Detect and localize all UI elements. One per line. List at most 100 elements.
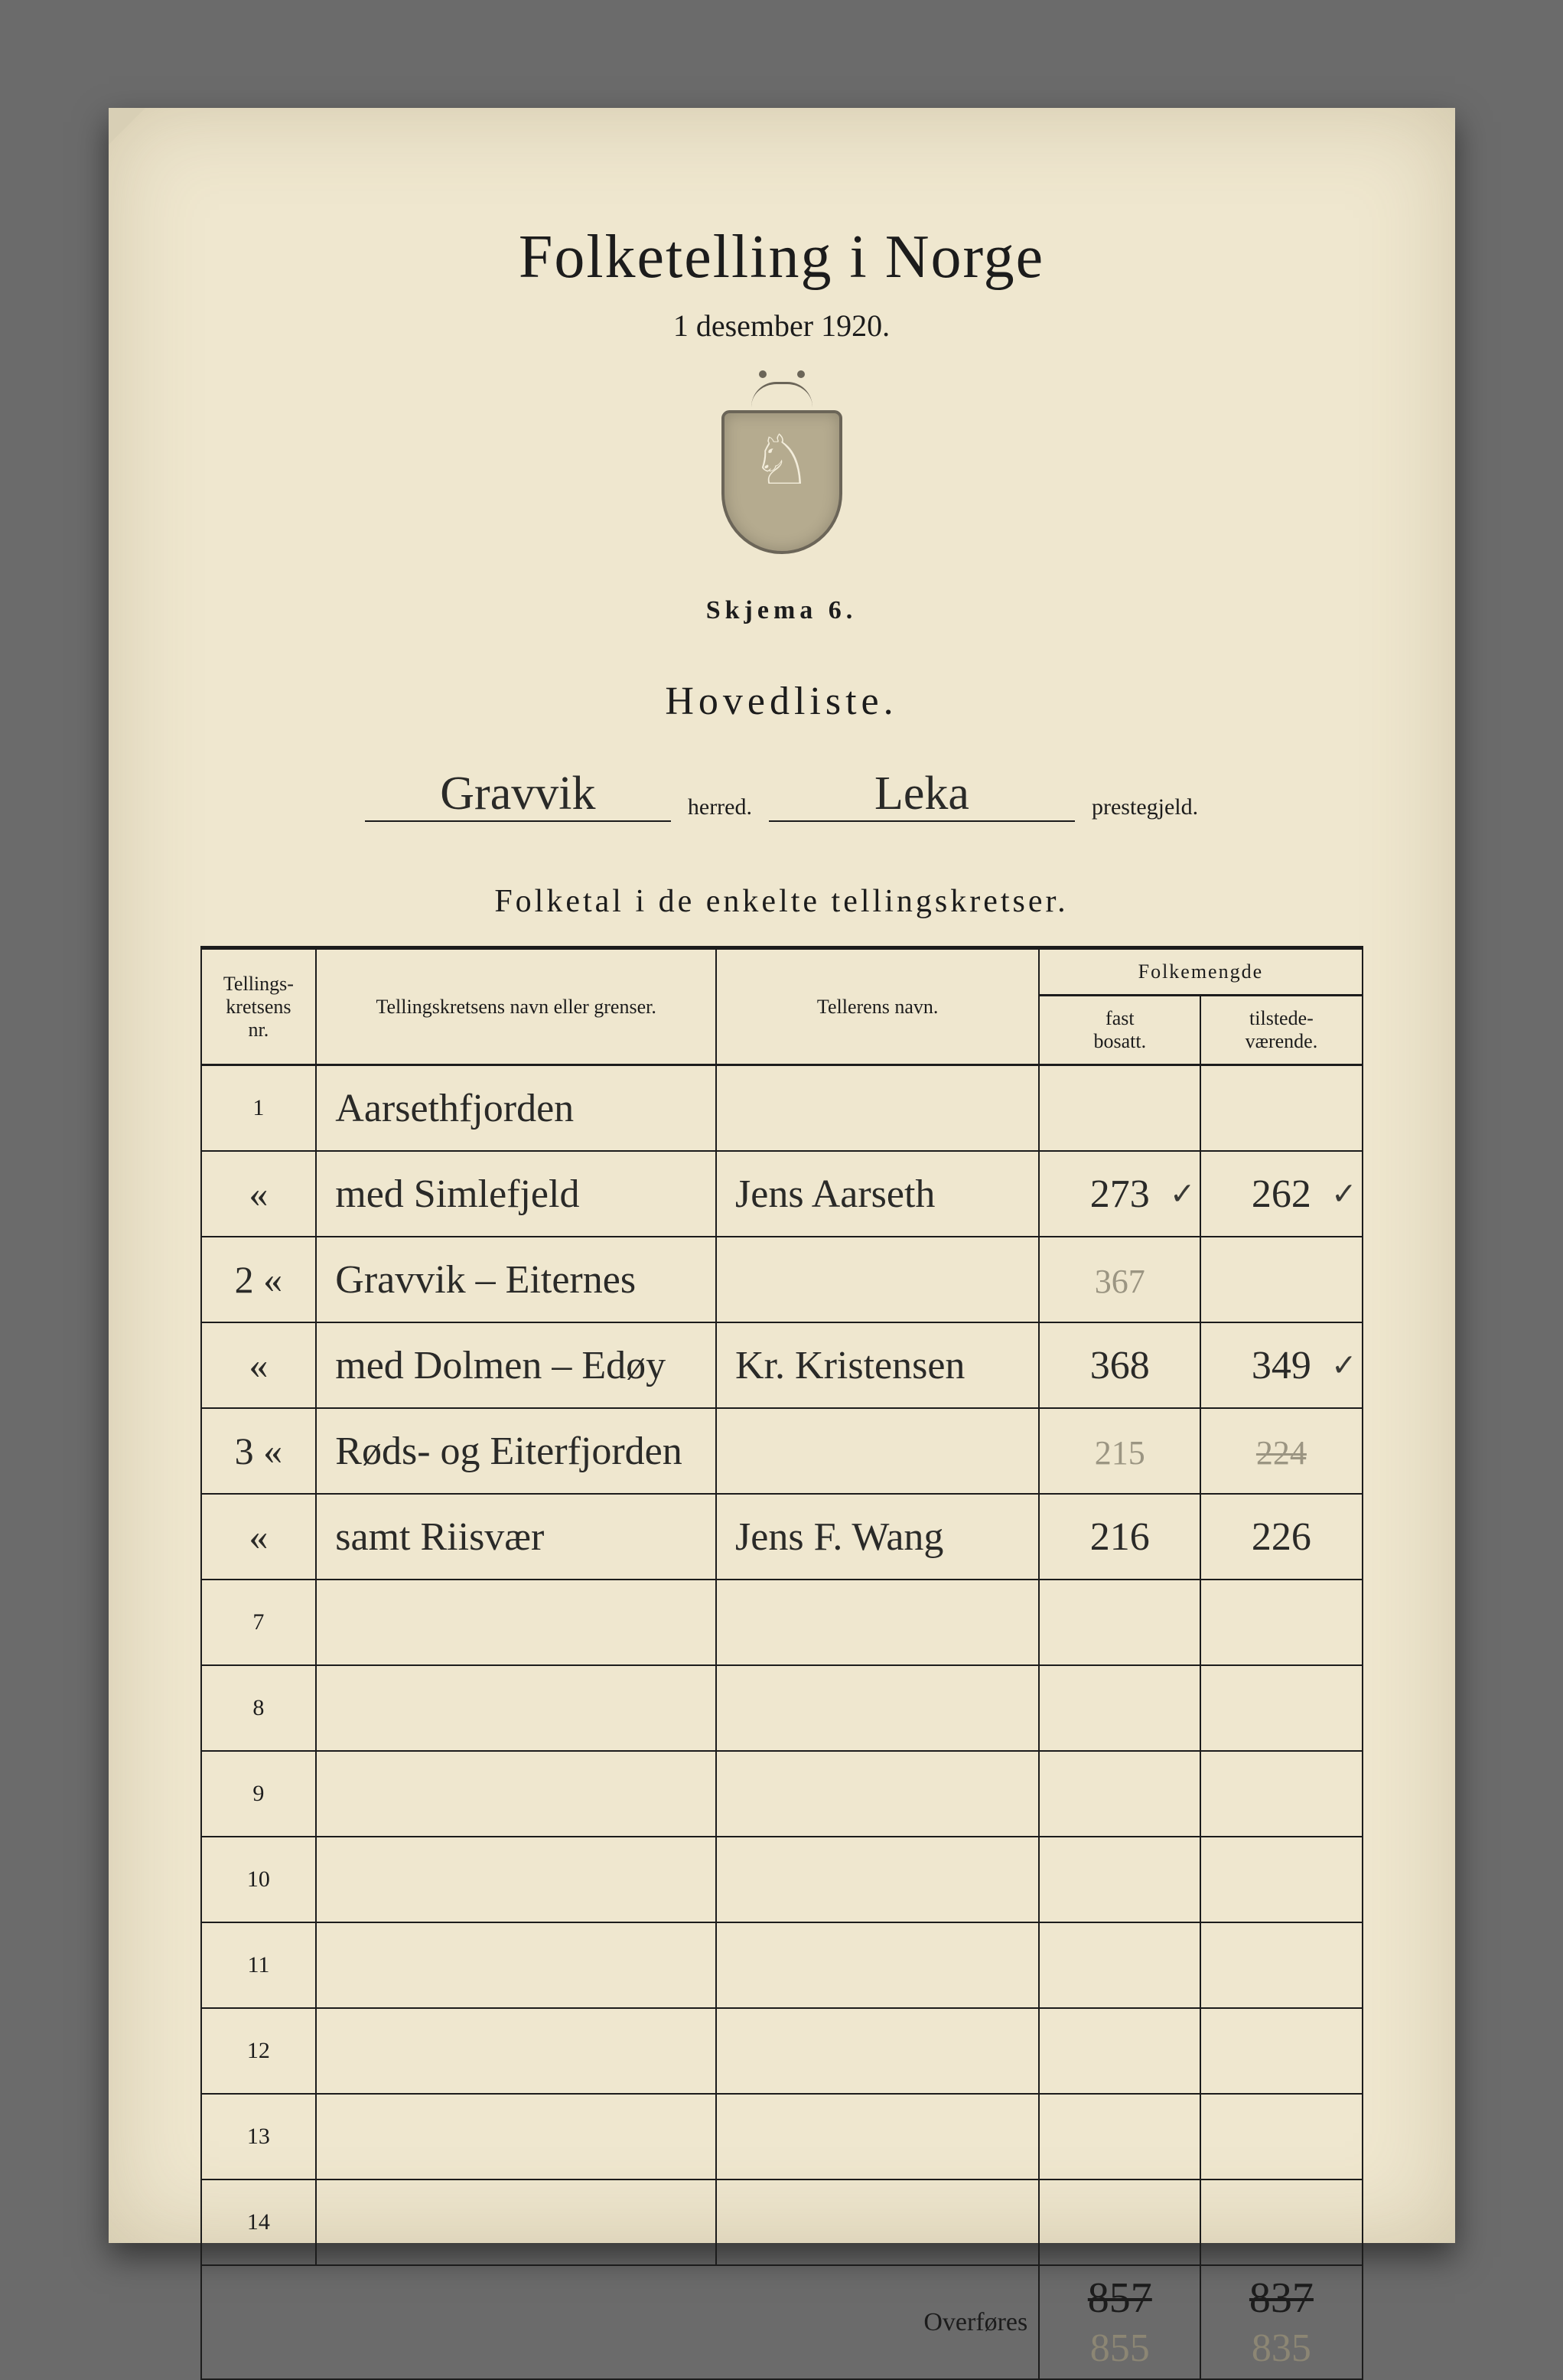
cell-krets-name: Aarsethfjorden bbox=[316, 1065, 716, 1152]
cell-tilstedevaerende bbox=[1200, 2008, 1362, 2094]
cell-tilstedevaerende bbox=[1200, 2094, 1362, 2179]
cell-nr: 8 bbox=[201, 1665, 317, 1751]
col-header-name: Tellingskretsens navn eller grenser. bbox=[316, 948, 716, 1065]
cell-teller-name bbox=[716, 1580, 1039, 1665]
prestegjeld-value: Leka bbox=[769, 770, 1075, 822]
cell-krets-name: samt Riisvær bbox=[316, 1494, 716, 1580]
col-header-nr: Tellings- kretsens nr. bbox=[201, 948, 317, 1065]
table-row: «med Dolmen – EdøyKr. Kristensen368349 bbox=[201, 1322, 1363, 1408]
viewport-background: Folketelling i Norge 1 desember 1920. ♘ … bbox=[0, 0, 1563, 2351]
col-header-fast: fast bosatt. bbox=[1039, 996, 1200, 1065]
table-body: 1Aarsethfjorden«med SimlefjeldJens Aarse… bbox=[201, 1065, 1363, 2266]
main-title: Folketelling i Norge bbox=[200, 223, 1363, 292]
lion-icon: ♘ bbox=[743, 427, 821, 528]
cell-fast-bosatt: 273 bbox=[1039, 1151, 1200, 1237]
col-header-fast-l2: bosatt. bbox=[1094, 1030, 1147, 1052]
cell-teller-name bbox=[716, 1065, 1039, 1152]
cell-nr: 10 bbox=[201, 1837, 317, 1922]
cell-tilstedevaerende: 226 bbox=[1200, 1494, 1362, 1580]
cell-nr: « bbox=[201, 1494, 317, 1580]
cell-fast-bosatt: 216 bbox=[1039, 1494, 1200, 1580]
cell-teller-name bbox=[716, 2179, 1039, 2265]
cell-fast-bosatt bbox=[1039, 1837, 1200, 1922]
prestegjeld-label: prestegjeld. bbox=[1092, 794, 1198, 822]
table-row: 2 «Gravvik – Eiternes367 bbox=[201, 1237, 1363, 1322]
cell-teller-name bbox=[716, 1237, 1039, 1322]
cell-teller-name bbox=[716, 1837, 1039, 1922]
table-row: 8 bbox=[201, 1665, 1363, 1751]
table-row: «med SimlefjeldJens Aarseth273262 bbox=[201, 1151, 1363, 1237]
schema-label: Skjema 6. bbox=[200, 596, 1363, 625]
table-row: 12 bbox=[201, 2008, 1363, 2094]
cell-fast-bosatt bbox=[1039, 1922, 1200, 2008]
cell-krets-name bbox=[316, 1751, 716, 1837]
cell-nr: 2 « bbox=[201, 1237, 317, 1322]
table-row: 14 bbox=[201, 2179, 1363, 2265]
cell-tilstedevaerende bbox=[1200, 1837, 1362, 1922]
table-row: 9 bbox=[201, 1751, 1363, 1837]
cell-krets-name: Røds- og Eiterfjorden bbox=[316, 1408, 716, 1494]
coat-of-arms-icon: ♘ bbox=[717, 382, 847, 550]
col-header-folkemengde: Folkemengde bbox=[1039, 948, 1362, 996]
table-row: 3 «Røds- og Eiterfjorden215224 bbox=[201, 1408, 1363, 1494]
overfores-fast: 857 855 bbox=[1039, 2266, 1200, 2379]
table-head: Tellings- kretsens nr. Tellingskretsens … bbox=[201, 948, 1363, 1065]
cell-teller-name bbox=[716, 1922, 1039, 2008]
col-header-teller: Tellerens navn. bbox=[716, 948, 1039, 1065]
table-row: 11 bbox=[201, 1922, 1363, 2008]
overfores-label: Overføres bbox=[201, 2266, 1040, 2379]
cell-fast-bosatt bbox=[1039, 1580, 1200, 1665]
cell-nr: 14 bbox=[201, 2179, 317, 2265]
overfores-row-table: Overføres 857 855 837 835 bbox=[200, 2266, 1363, 2380]
col-header-nr-l2: kretsens bbox=[226, 996, 291, 1018]
col-header-nr-l3: nr. bbox=[249, 1019, 269, 1041]
cell-tilstedevaerende bbox=[1200, 1237, 1362, 1322]
shield-icon: ♘ bbox=[721, 410, 842, 554]
cell-krets-name: med Dolmen – Edøy bbox=[316, 1322, 716, 1408]
cell-tilstedevaerende bbox=[1200, 1665, 1362, 1751]
cell-fast-bosatt bbox=[1039, 2179, 1200, 2265]
cell-krets-name bbox=[316, 1580, 716, 1665]
cell-krets-name bbox=[316, 1665, 716, 1751]
document-header: Folketelling i Norge 1 desember 1920. ♘ … bbox=[200, 223, 1363, 724]
cell-nr: 12 bbox=[201, 2008, 317, 2094]
herred-label: herred. bbox=[688, 794, 752, 822]
col-header-til-l2: værende. bbox=[1246, 1030, 1318, 1052]
cell-fast-bosatt: 368 bbox=[1039, 1322, 1200, 1408]
overfores-fast-struck: 857 bbox=[1088, 2274, 1152, 2323]
cell-krets-name bbox=[316, 1922, 716, 2008]
cell-krets-name bbox=[316, 2179, 716, 2265]
cell-fast-bosatt bbox=[1039, 1665, 1200, 1751]
overfores-til-corrected: 835 bbox=[1212, 2326, 1350, 2371]
cell-nr: 9 bbox=[201, 1751, 317, 1837]
cell-fast-bosatt bbox=[1039, 1065, 1200, 1152]
cell-tilstedevaerende: 349 bbox=[1200, 1322, 1362, 1408]
cell-nr: « bbox=[201, 1322, 317, 1408]
cell-teller-name bbox=[716, 1665, 1039, 1751]
census-table: Tellings- kretsens nr. Tellingskretsens … bbox=[200, 946, 1363, 2266]
cell-krets-name: med Simlefjeld bbox=[316, 1151, 716, 1237]
cell-tilstedevaerende bbox=[1200, 1751, 1362, 1837]
overfores-fast-corrected: 855 bbox=[1050, 2326, 1189, 2371]
cell-tilstedevaerende: 224 bbox=[1200, 1408, 1362, 1494]
col-header-til-l1: tilstede- bbox=[1249, 1007, 1314, 1029]
cell-teller-name bbox=[716, 2094, 1039, 2179]
col-header-til: tilstede- værende. bbox=[1200, 996, 1362, 1065]
table-row: «samt RiisværJens F. Wang216226 bbox=[201, 1494, 1363, 1580]
cell-tilstedevaerende bbox=[1200, 1922, 1362, 2008]
cell-nr: 1 bbox=[201, 1065, 317, 1152]
overfores-til-struck: 837 bbox=[1249, 2274, 1314, 2323]
folded-corner bbox=[109, 108, 145, 145]
jurisdiction-line: Gravvik herred. Leka prestegjeld. bbox=[200, 770, 1363, 822]
cell-nr: « bbox=[201, 1151, 317, 1237]
cell-teller-name bbox=[716, 1408, 1039, 1494]
cell-nr: 13 bbox=[201, 2094, 317, 2179]
col-header-fast-l1: fast bbox=[1105, 1007, 1135, 1029]
cell-krets-name bbox=[316, 2094, 716, 2179]
cell-teller-name: Kr. Kristensen bbox=[716, 1322, 1039, 1408]
cell-nr: 7 bbox=[201, 1580, 317, 1665]
cell-fast-bosatt bbox=[1039, 2008, 1200, 2094]
cell-nr: 3 « bbox=[201, 1408, 317, 1494]
cell-nr: 11 bbox=[201, 1922, 317, 2008]
cell-krets-name bbox=[316, 2008, 716, 2094]
